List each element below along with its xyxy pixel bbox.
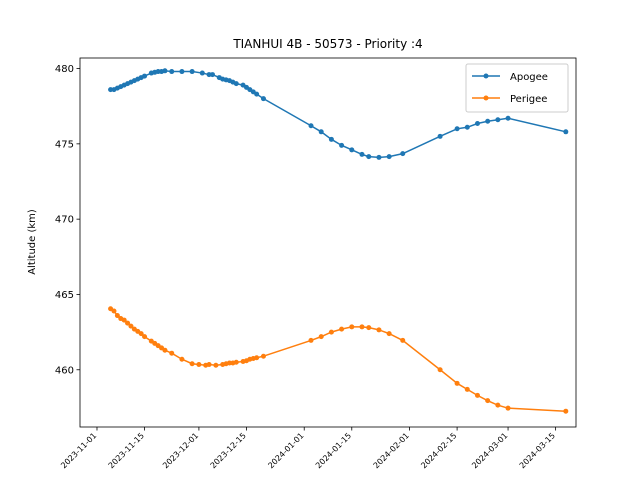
data-point-apogee-35 [318,129,324,135]
data-point-apogee-36 [328,136,334,142]
data-point-apogee-50 [505,115,511,121]
data-point-perigee-2 [114,313,120,319]
chart-title: TIANHUI 4B - 50573 - Priority :4 [232,37,422,51]
data-point-perigee-44 [437,367,443,373]
data-point-perigee-51 [563,408,569,414]
y-axis-label: Altitude (km) [27,209,38,275]
data-point-perigee-33 [260,353,266,359]
data-point-apogee-46 [464,124,470,130]
y-tick-label-460: 460 [55,365,74,376]
data-point-perigee-9 [138,331,144,337]
data-point-perigee-21 [206,362,212,367]
data-point-perigee-34 [308,337,314,343]
data-point-apogee-17 [179,69,185,75]
data-point-apogee-44 [437,133,443,139]
data-point-apogee-16 [169,69,175,75]
legend-label-apogee: Apogee [510,72,548,83]
data-point-apogee-41 [376,154,382,160]
data-point-perigee-5 [125,320,131,326]
y-tick-label-465: 465 [55,290,74,301]
data-point-apogee-51 [563,129,569,135]
data-point-perigee-17 [179,356,185,362]
data-point-perigee-37 [339,326,345,332]
data-point-perigee-4 [121,317,127,323]
data-point-perigee-32 [254,355,260,361]
data-point-apogee-47 [474,121,480,127]
data-point-perigee-16 [169,350,175,356]
y-tick-label-480: 480 [55,64,74,75]
data-point-perigee-35 [318,334,324,340]
data-point-apogee-37 [339,142,345,148]
data-point-apogee-18 [189,69,195,75]
data-point-perigee-22 [213,362,219,368]
legend-marker-perigee [483,95,489,101]
data-point-perigee-39 [359,324,365,330]
legend-label-perigee: Perigee [510,94,547,105]
data-point-perigee-19 [196,362,202,367]
data-point-perigee-18 [189,361,195,367]
data-point-apogee-43 [400,151,406,157]
legend: Apogee Perigee [465,63,569,113]
data-point-perigee-36 [328,329,334,335]
data-point-apogee-33 [260,96,266,102]
data-point-apogee-19 [199,70,205,76]
data-point-apogee-27 [233,81,239,87]
data-point-apogee-10 [142,73,148,79]
data-point-perigee-49 [495,402,501,408]
data-point-perigee-47 [474,392,480,398]
data-point-perigee-48 [485,398,491,404]
data-point-apogee-34 [308,123,314,129]
data-point-perigee-40 [366,325,372,331]
data-point-perigee-38 [349,324,355,330]
data-point-perigee-50 [505,405,511,411]
data-point-apogee-39 [359,151,365,157]
data-point-perigee-10 [142,334,148,340]
data-point-apogee-42 [386,154,392,160]
data-point-perigee-43 [400,337,406,343]
data-point-perigee-45 [454,380,460,386]
legend-marker-apogee [483,73,489,79]
data-point-apogee-45 [454,126,460,132]
series-layer [108,68,569,414]
data-point-perigee-27 [233,359,239,365]
data-point-perigee-42 [386,331,392,337]
data-point-apogee-32 [254,91,260,97]
data-point-perigee-15 [162,347,168,353]
data-point-apogee-15 [162,68,168,74]
data-point-apogee-48 [485,118,491,124]
data-point-perigee-46 [464,386,470,392]
y-tick-label-470: 470 [55,215,74,226]
data-point-apogee-40 [366,154,372,160]
y-tick-label-475: 475 [55,139,74,150]
data-point-perigee-6 [128,323,134,329]
data-point-apogee-49 [495,117,501,123]
data-point-apogee-38 [349,147,355,153]
data-point-perigee-1 [111,308,117,314]
plot-frame [79,57,577,428]
data-point-apogee-21 [209,72,215,78]
data-point-perigee-41 [376,327,382,333]
